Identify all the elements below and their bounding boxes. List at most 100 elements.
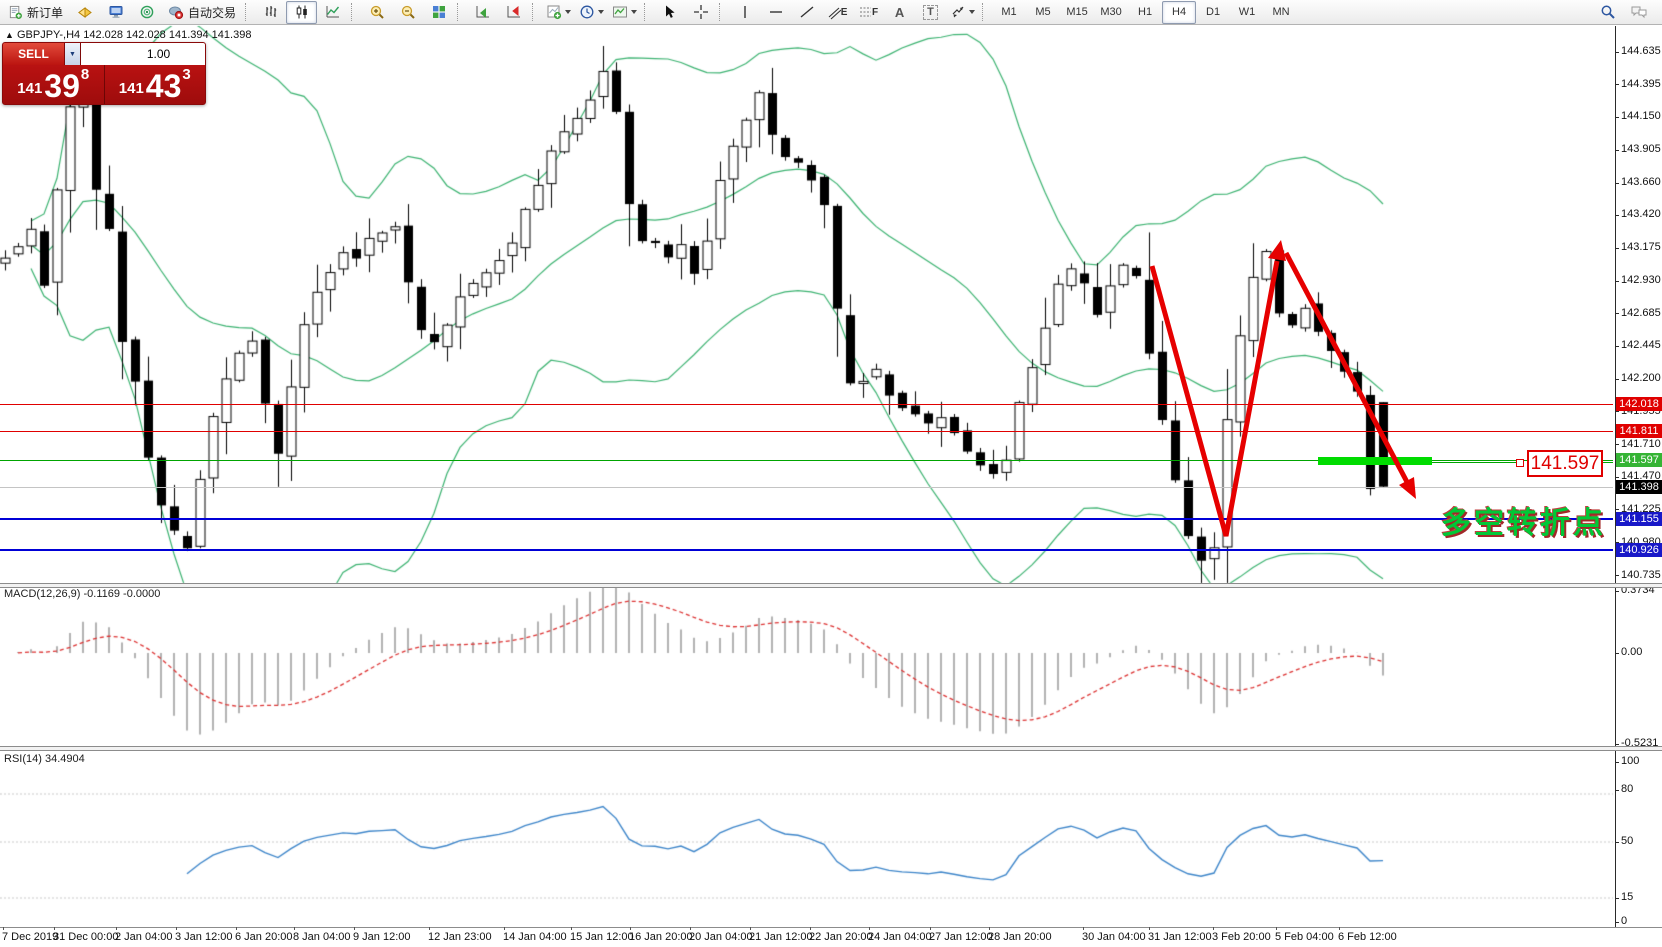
- clock-icon: [579, 4, 595, 20]
- indicators-dropdown-caret[interactable]: [565, 10, 572, 14]
- macd-pane-splitter[interactable]: [0, 583, 1662, 588]
- time-tick-mark: [116, 927, 117, 930]
- crosshair-button[interactable]: [685, 1, 716, 24]
- rsi-tick-label: 50: [1621, 835, 1634, 847]
- symbol-info: ▲ GBPJPY-,H4 142.028 142.028 141.394 141…: [5, 29, 251, 41]
- time-tick-mark: [630, 927, 631, 930]
- fibonacci-glyph: F: [871, 6, 879, 18]
- signals-button[interactable]: [131, 1, 162, 24]
- line-chart-button[interactable]: [317, 1, 348, 24]
- candlestick-chart-button[interactable]: [286, 0, 318, 24]
- sell-price-big: 39: [44, 67, 80, 104]
- templates-button[interactable]: [608, 1, 641, 24]
- macd-tick-mark: [1615, 652, 1619, 654]
- chat-button[interactable]: [1623, 1, 1654, 24]
- horizontal-line-button[interactable]: [760, 1, 791, 24]
- timeframe-m5-button[interactable]: M5: [1035, 6, 1051, 18]
- periods-button[interactable]: [575, 1, 608, 24]
- text-label-button[interactable]: T: [915, 1, 946, 24]
- timeframe-m1-button[interactable]: M1: [1001, 6, 1017, 18]
- bar-chart-button[interactable]: [255, 1, 286, 24]
- trendline-button[interactable]: [791, 1, 822, 24]
- volume-input[interactable]: [81, 43, 205, 65]
- macd-label: MACD(12,26,9): [4, 588, 81, 600]
- price-level-line[interactable]: [0, 431, 1613, 432]
- cursor-button[interactable]: [654, 1, 685, 24]
- text-button[interactable]: A: [884, 1, 915, 24]
- time-tick-mark: [810, 927, 811, 930]
- buy-price-small: 141: [118, 80, 144, 97]
- price-level-line[interactable]: [0, 549, 1613, 551]
- price-level-line[interactable]: [0, 404, 1613, 405]
- sell-price-display[interactable]: 141 39 8: [3, 65, 105, 104]
- market-watch-button[interactable]: [69, 1, 100, 24]
- time-tick-label: 20 Jan 04:00: [689, 931, 753, 943]
- time-tick-label: 9 Jan 12:00: [353, 931, 411, 943]
- periods-dropdown-caret[interactable]: [598, 10, 605, 14]
- price-level-line[interactable]: [0, 460, 1613, 461]
- symbol-info-text: GBPJPY-,H4 142.028 142.028 141.394 141.3…: [16, 29, 252, 41]
- equidistant-channel-button[interactable]: E: [822, 1, 853, 24]
- sell-button[interactable]: SELL: [3, 43, 64, 65]
- timeframe-m15-button[interactable]: M15: [1066, 6, 1088, 18]
- macd-tick-label: 0.00: [1621, 646, 1643, 658]
- vertical-line-button[interactable]: [729, 1, 760, 24]
- arrows-dropdown-caret[interactable]: [969, 10, 976, 14]
- timeframe-h1-button[interactable]: H1: [1138, 6, 1153, 18]
- terminal-button[interactable]: [100, 1, 131, 24]
- channel-icon: [828, 5, 842, 20]
- zoom-out-button[interactable]: [392, 1, 423, 24]
- price-tick-mark: [1615, 411, 1619, 413]
- toolbar-grip: [245, 3, 251, 21]
- time-tick-mark: [54, 927, 55, 930]
- auto-trading-button[interactable]: 自动交易: [162, 1, 242, 24]
- rsi-tick-label: 15: [1621, 891, 1634, 903]
- search-button[interactable]: [1592, 1, 1623, 24]
- support-highlight-bar[interactable]: [1318, 457, 1432, 465]
- indicators-button[interactable]: [542, 1, 575, 24]
- auto-trading-label: 自动交易: [188, 5, 237, 20]
- price-callout-box[interactable]: 141.597: [1527, 450, 1603, 477]
- price-tick-label: 141.470: [1621, 470, 1661, 483]
- tile-windows-button[interactable]: [423, 1, 454, 24]
- sell-price-sup: 8: [80, 66, 90, 83]
- price-badge: 141.597: [1616, 453, 1662, 467]
- price-level-line[interactable]: [0, 518, 1613, 520]
- timeframe-mn-button[interactable]: MN: [1272, 6, 1290, 18]
- price-badge: 142.018: [1616, 397, 1662, 411]
- time-tick-mark: [869, 927, 870, 930]
- auto-scroll-button[interactable]: [467, 1, 498, 24]
- price-badge: 140.926: [1616, 543, 1662, 557]
- price-tick-mark: [1615, 51, 1619, 53]
- new-order-icon: [8, 5, 23, 20]
- time-tick-label: 3 Jan 12:00: [175, 931, 233, 943]
- turning-point-annotation[interactable]: 多空转折点: [1441, 507, 1606, 540]
- price-level-line[interactable]: [0, 487, 1613, 488]
- chart-shift-button[interactable]: [498, 1, 529, 24]
- zoom-in-icon: [369, 4, 385, 20]
- rsi-pane-splitter[interactable]: [0, 746, 1662, 751]
- price-tick-label: 143.420: [1621, 208, 1661, 221]
- buy-price-display[interactable]: 141 43 3: [105, 65, 206, 104]
- fibonacci-button[interactable]: F: [853, 1, 884, 24]
- volume-decrease-button[interactable]: ▼: [65, 43, 80, 65]
- timeframe-w1-button[interactable]: W1: [1238, 6, 1256, 18]
- new-order-button[interactable]: 新订单: [2, 1, 69, 24]
- arrows-button[interactable]: [946, 1, 979, 24]
- timeframe-d1-button[interactable]: D1: [1206, 6, 1221, 18]
- zoom-in-button[interactable]: [361, 1, 392, 24]
- templates-dropdown-caret[interactable]: [631, 10, 638, 14]
- timeframe-m30-button[interactable]: M30: [1100, 6, 1122, 18]
- price-badge: 141.155: [1616, 512, 1662, 526]
- time-tick-label: 22 Jan 20:00: [809, 931, 873, 943]
- callout-anchor-marker[interactable]: [1516, 459, 1524, 467]
- timeframe-h4-button[interactable]: H4: [1162, 0, 1197, 24]
- price-tick-mark: [1615, 84, 1619, 85]
- time-tick-label: 6 Feb 12:00: [1338, 931, 1397, 943]
- chart-shift-icon: [506, 4, 522, 20]
- price-tick-label: 143.175: [1621, 241, 1661, 254]
